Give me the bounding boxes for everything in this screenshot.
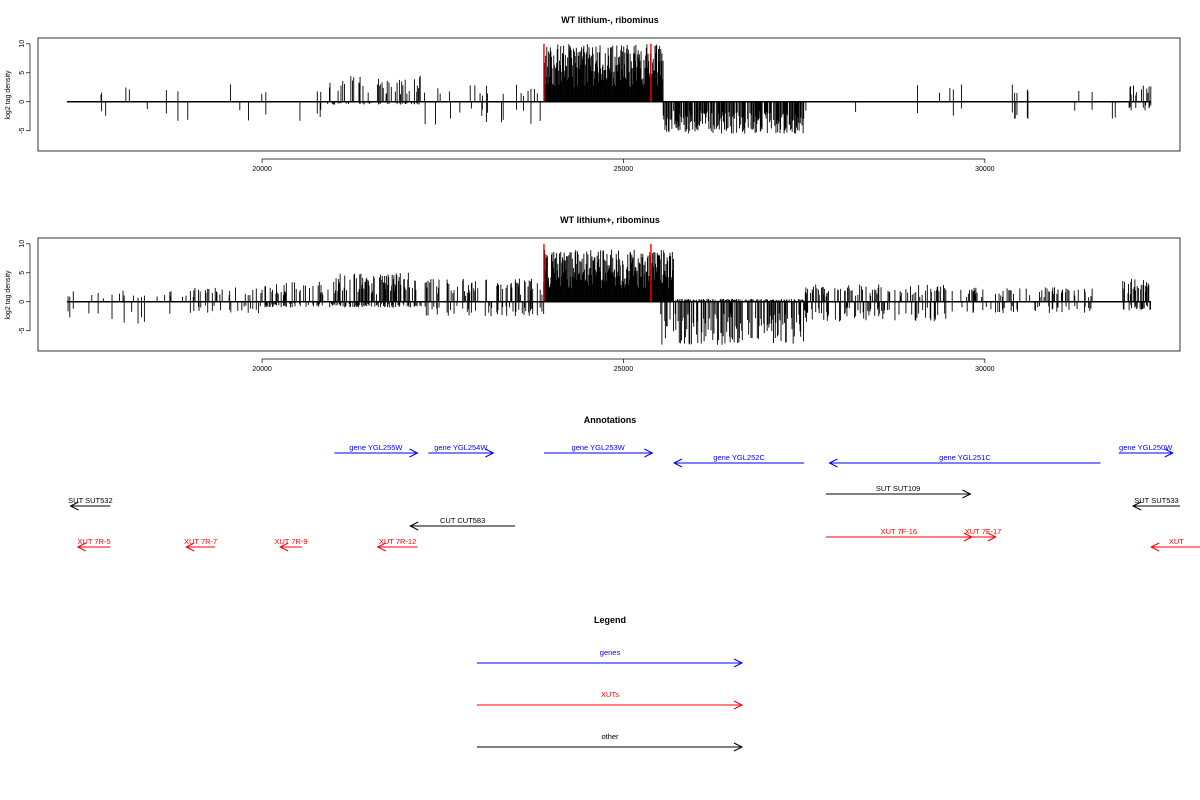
annotations-title: Annotations xyxy=(584,415,637,425)
annotation-xut-7f-16: XUT 7F-16 xyxy=(825,527,973,542)
strand-arrowhead xyxy=(672,458,683,468)
feature-label: SUT SUT532 xyxy=(68,496,112,505)
feature-label: SUT SUT109 xyxy=(876,484,920,493)
annotation-gene-ygl255w: gene YGL255W xyxy=(334,443,419,458)
legend-label: genes xyxy=(600,648,621,657)
y-tick-label: 5 xyxy=(19,271,26,275)
legend-title: Legend xyxy=(594,615,626,625)
feature-label: XUT 7F-17 xyxy=(965,527,1002,536)
strand-arrowhead xyxy=(409,521,419,531)
strand-arrowhead xyxy=(76,542,86,552)
legend-label: XUTs xyxy=(601,690,619,699)
annotation-sut-sut532: SUT SUT532 xyxy=(68,496,113,511)
track-panel-lithium-minus: WT lithium-, ribominus -5 0 5 10 20000 25000… xyxy=(5,15,1181,173)
annotation-features: gene YGL255W gene YGL254W gene YGL253W gene… xyxy=(68,443,1200,552)
y-tick-label: -5 xyxy=(19,128,26,134)
x-tick-label: 25000 xyxy=(614,366,634,373)
strand-arrowhead xyxy=(962,489,972,499)
y-axis-label: log2 tag density xyxy=(5,70,12,120)
plot-frame xyxy=(37,237,1181,352)
density-bars xyxy=(66,43,1152,134)
y-axis-label: log2 tag density xyxy=(5,270,12,320)
feature-label: gene YGL255W xyxy=(349,443,403,452)
legend-arrowhead xyxy=(733,742,744,752)
strand-arrowhead xyxy=(279,542,289,552)
feature-label: XUT 7F-16 xyxy=(881,527,918,536)
track-title: WT lithium+, ribominus xyxy=(560,215,660,225)
strand-arrowhead xyxy=(1149,542,1160,552)
legend-arrowhead xyxy=(733,700,744,710)
strand-arrowhead xyxy=(185,542,195,552)
feature-label: XUT xyxy=(1169,537,1184,546)
annotation-xut-7r-9: XUT 7R-9 xyxy=(274,537,308,552)
legend: Legend genes XUTs other xyxy=(477,615,744,752)
strand-arrowhead xyxy=(828,458,838,468)
y-tick-label: 10 xyxy=(19,240,26,248)
x-tick-label: 30000 xyxy=(975,366,995,373)
annotation-gene-ygl251c: gene YGL251C xyxy=(828,453,1101,468)
feature-label: gene YGL253W xyxy=(572,443,626,452)
feature-label: XUT 7R-9 xyxy=(274,537,307,546)
annotation-xut: XUT xyxy=(1149,537,1200,552)
y-tick-label: 10 xyxy=(19,40,26,48)
legend-label: other xyxy=(601,732,619,741)
y-axis: -5 0 5 10 xyxy=(19,240,31,334)
annotation-xut-7r-7: XUT 7R-7 xyxy=(184,537,217,552)
feature-label: SUT SUT533 xyxy=(1134,496,1178,505)
feature-label: gene YGL250W xyxy=(1119,443,1173,452)
x-tick-label: 20000 xyxy=(252,166,272,173)
annotation-track: Annotations gene YGL255W gene YGL254W gene… xyxy=(68,415,1200,552)
feature-label: gene YGL251C xyxy=(939,453,991,462)
annotation-xut-7f-17: XUT 7F-17 xyxy=(965,527,1002,542)
legend-items: genes XUTs other xyxy=(477,648,744,752)
y-tick-label: 0 xyxy=(19,300,26,304)
y-axis: -5 0 5 10 xyxy=(19,40,31,134)
x-tick-label: 25000 xyxy=(614,166,634,173)
annotation-sut-sut533: SUT SUT533 xyxy=(1131,496,1180,511)
annotation-gene-ygl253w: gene YGL253W xyxy=(543,443,654,458)
y-tick-label: 5 xyxy=(19,71,26,75)
strand-arrowhead xyxy=(644,448,654,458)
strand-arrowhead xyxy=(987,532,997,542)
legend-item-other: other xyxy=(477,732,744,752)
density-bars xyxy=(66,243,1152,345)
x-tick-label: 30000 xyxy=(975,166,995,173)
strand-arrowhead xyxy=(409,448,419,458)
x-tick-label: 20000 xyxy=(252,366,272,373)
feature-label: gene YGL254W xyxy=(434,443,488,452)
strand-arrowhead xyxy=(69,501,79,511)
strand-arrowhead xyxy=(485,448,495,458)
annotation-cut-cut583: CUT CUT583 xyxy=(409,516,516,531)
annotation-sut-sut109: SUT SUT109 xyxy=(825,484,972,499)
strand-arrowhead xyxy=(376,542,386,552)
legend-item-gene: genes xyxy=(477,648,744,668)
y-tick-label: -5 xyxy=(19,328,26,334)
plot-frame xyxy=(37,37,1181,152)
feature-label: XUT 7R-12 xyxy=(379,537,416,546)
feature-label: CUT CUT583 xyxy=(440,516,485,525)
annotation-gene-ygl254w: gene YGL254W xyxy=(428,443,495,458)
legend-arrowhead xyxy=(733,658,744,668)
strand-arrowhead xyxy=(1131,501,1142,511)
feature-label: XUT 7R-5 xyxy=(77,537,110,546)
annotation-xut-7r-12: XUT 7R-12 xyxy=(376,537,418,552)
x-axis: 20000 25000 30000 xyxy=(252,158,995,173)
annotation-xut-7r-5: XUT 7R-5 xyxy=(76,537,111,552)
track-title: WT lithium-, ribominus xyxy=(561,15,659,25)
feature-label: XUT 7R-7 xyxy=(184,537,217,546)
feature-label: gene YGL252C xyxy=(713,453,765,462)
x-axis: 20000 25000 30000 xyxy=(252,358,995,373)
legend-item-xut: XUTs xyxy=(477,690,744,710)
strand-arrowhead xyxy=(1164,448,1174,458)
annotation-gene-ygl250w: gene YGL250W xyxy=(1118,443,1174,458)
annotation-gene-ygl252c: gene YGL252C xyxy=(672,453,805,468)
y-tick-label: 0 xyxy=(19,100,26,104)
track-panel-lithium-plus: WT lithium+, ribominus -5 0 5 10 20000 25000… xyxy=(5,215,1181,373)
